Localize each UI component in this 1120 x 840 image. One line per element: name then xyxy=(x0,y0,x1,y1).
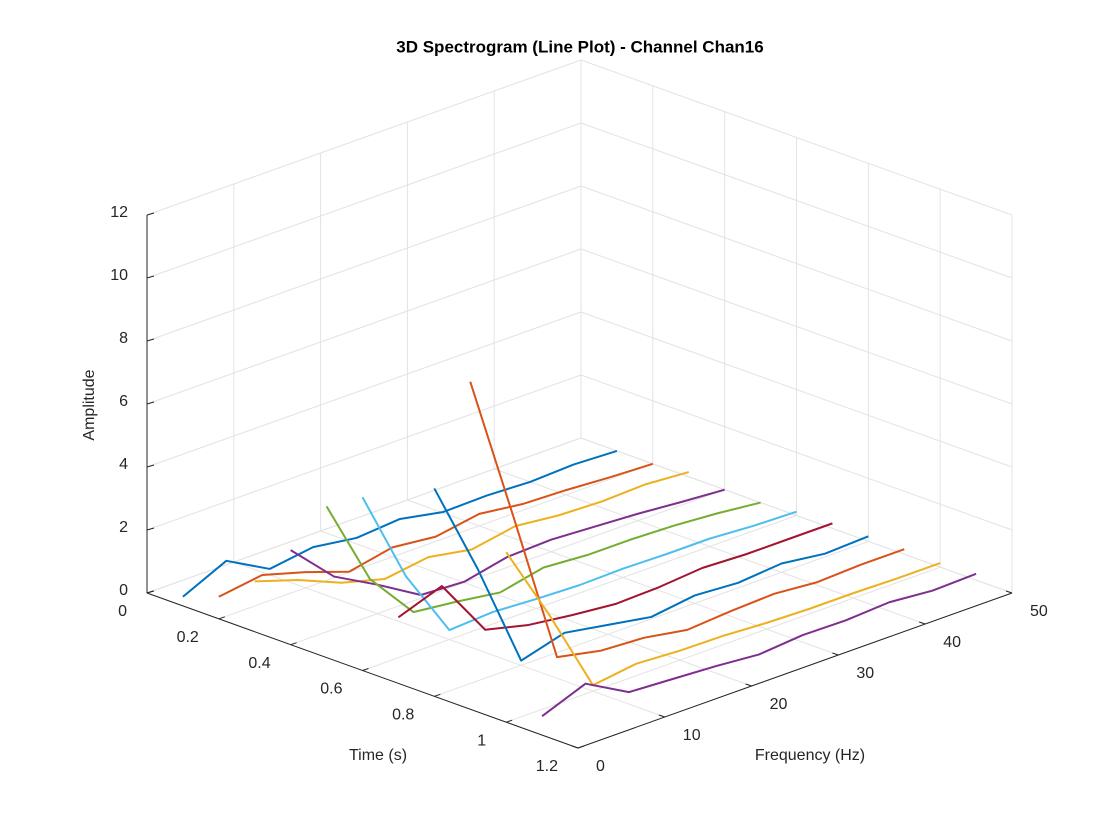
z-tick-label: 4 xyxy=(119,456,128,473)
grid-line xyxy=(146,59,582,216)
spectrum-line xyxy=(469,381,905,659)
tick-mark xyxy=(146,275,155,279)
grid-line xyxy=(146,185,582,342)
tick-mark xyxy=(658,714,665,718)
chart-title: 3D Spectrogram (Line Plot) - Channel Cha… xyxy=(396,37,763,56)
spectrum-line xyxy=(254,471,690,584)
grid-line xyxy=(434,540,869,697)
y-tick-label: 20 xyxy=(770,696,788,713)
grid-line xyxy=(580,185,1013,342)
x-tick-label: 0.2 xyxy=(177,629,199,646)
grid-line xyxy=(362,515,797,671)
x-tick-label: 0.6 xyxy=(320,681,342,698)
tick-mark xyxy=(571,745,579,749)
tick-mark xyxy=(919,621,926,625)
grid-line xyxy=(407,499,839,656)
spectrum-line xyxy=(218,462,654,598)
grid-line xyxy=(580,248,1013,405)
x-tick-label: 1 xyxy=(477,732,486,749)
tick-mark xyxy=(146,338,155,342)
grid-line xyxy=(146,248,582,405)
y-axis-label: Frequency (Hz) xyxy=(755,747,865,764)
grid-line xyxy=(580,374,1013,531)
grid-line xyxy=(580,122,1013,279)
grid-line xyxy=(580,311,1013,468)
z-tick-label: 2 xyxy=(119,519,128,536)
spectrum-line xyxy=(325,501,761,614)
axis-line xyxy=(577,592,1013,749)
y-tick-label: 0 xyxy=(596,758,605,775)
grid-line xyxy=(505,566,941,723)
tick-mark xyxy=(146,527,155,531)
z-axis-label: Amplitude xyxy=(81,369,98,440)
tick-mark xyxy=(290,642,297,646)
tick-mark xyxy=(218,616,225,620)
x-tick-label: 0 xyxy=(118,603,127,620)
tick-mark xyxy=(362,668,369,671)
z-tick-label: 6 xyxy=(119,393,128,410)
grid-line xyxy=(146,374,582,531)
spectrum-line xyxy=(541,572,977,717)
y-tick-label: 30 xyxy=(856,665,874,682)
tick-mark xyxy=(146,590,155,594)
tick-mark xyxy=(146,464,155,468)
grid-line xyxy=(146,122,582,279)
z-tick-label: 0 xyxy=(119,582,128,599)
grid-line xyxy=(580,59,1013,216)
tick-mark xyxy=(577,745,585,749)
x-tick-label: 1.2 xyxy=(536,758,558,775)
x-tick-label: 0.4 xyxy=(248,655,270,672)
y-tick-label: 50 xyxy=(1030,603,1048,620)
grid-line xyxy=(218,463,654,620)
tick-mark xyxy=(146,212,155,216)
x-tick-label: 0.8 xyxy=(392,707,414,724)
z-tick-label: 12 xyxy=(110,204,128,221)
spectrum-line xyxy=(361,496,797,632)
x-axis-label: Time (s) xyxy=(349,747,407,764)
spectrum-line xyxy=(433,487,869,662)
z-tick-label: 8 xyxy=(119,330,128,347)
tick-mark xyxy=(434,693,441,697)
y-tick-label: 40 xyxy=(943,634,961,651)
tick-mark xyxy=(1005,590,1013,594)
grid-line xyxy=(320,530,752,687)
grid-line xyxy=(290,489,725,646)
spectrum-line xyxy=(505,551,941,687)
tick-mark xyxy=(506,719,513,723)
spectrum-line xyxy=(397,522,833,631)
z-tick-label: 10 xyxy=(110,267,128,284)
grid-line xyxy=(494,468,926,625)
y-tick-label: 10 xyxy=(683,727,701,744)
tick-mark xyxy=(146,401,155,405)
spectrum-line xyxy=(182,449,618,598)
grid-line xyxy=(146,311,582,468)
tick-mark xyxy=(745,683,752,687)
spectrum-line xyxy=(290,488,725,597)
tick-mark xyxy=(832,652,839,656)
grid-line xyxy=(233,561,665,718)
